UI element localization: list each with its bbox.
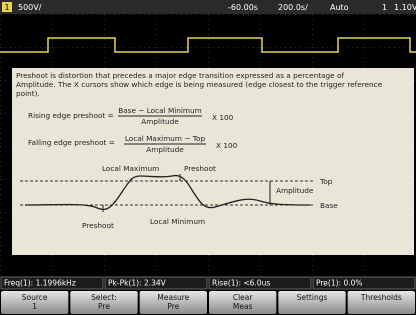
diagram-label: Local Maximum (102, 164, 159, 173)
diagram-label: Amplitude (276, 186, 314, 195)
factor: X 100 (212, 113, 234, 122)
trigger-mode: Auto (330, 3, 349, 12)
softkey-value[interactable]: Pre (167, 302, 179, 311)
screen: 1 500V/ -60.00s 200.0s/ Auto 1 1.10V Pre… (0, 0, 416, 315)
diagram-label: Local Minimum (150, 217, 205, 226)
trigger-level: 1.10V (394, 3, 416, 12)
help-line: point). (16, 89, 40, 98)
scale: 500V/ (18, 3, 42, 12)
softkey[interactable]: Select:Pre (70, 291, 137, 314)
page: {"status_bar": {"channel": "1", "scale":… (0, 0, 416, 315)
softkey-label[interactable]: Measure (157, 293, 189, 302)
softkey[interactable]: Thresholds (348, 291, 415, 314)
softkey[interactable]: Settings (278, 291, 345, 314)
help-line: Preshoot is distortion that precedes a m… (16, 71, 344, 80)
denominator: Amplitude (141, 117, 179, 126)
channel: 1 (4, 3, 9, 12)
body: 1 500V/ -60.00s 200.0s/ Auto 1 1.10V Pre… (0, 0, 416, 315)
softkey-bar: Source1Select:PreMeasurePreClearMeasSett… (1, 291, 415, 314)
formula-name: Rising edge preshoot = (28, 111, 114, 120)
softkey-value[interactable]: 1 (32, 302, 37, 311)
timebase: 200.0s/ (278, 3, 308, 12)
softkey-label[interactable]: Select: (91, 293, 117, 302)
measurement: Pre(1): 0.0% (316, 279, 363, 288)
trigger-source: 1 (382, 3, 387, 12)
measurement: Freq(1): 1.1996kHz (4, 279, 76, 288)
formula-name: Falling edge preshoot = (28, 138, 115, 147)
softkey-label[interactable]: Clear (233, 293, 254, 302)
diagram-label: Preshoot (184, 164, 216, 173)
diagram-label: Top (319, 177, 333, 186)
measurement-bar: Freq(1): 1.1996kHz Pk-Pk(1): 2.34V Rise(1)… (1, 277, 415, 289)
help-panel (12, 68, 414, 255)
numerator: Local Maximum − Top (125, 134, 206, 143)
measurement: Rise(1): <6.0us (212, 279, 270, 288)
softkey-label[interactable]: Thresholds (360, 293, 402, 302)
softkey-label[interactable]: Source (22, 293, 48, 302)
softkey-value[interactable]: Meas (233, 302, 253, 311)
factor: X 100 (216, 141, 238, 150)
diagram-label: Base (320, 201, 338, 210)
numerator: Base − Local Minimum (118, 106, 202, 115)
softkey-value[interactable]: Pre (98, 302, 110, 311)
diagram-label: Preshoot (82, 221, 114, 230)
delay: -60.00s (228, 3, 258, 12)
denominator: Amplitude (146, 145, 184, 154)
softkey-label[interactable]: Settings (297, 293, 328, 302)
status-bar (0, 0, 416, 14)
help-line: Amplitude. The X cursors show which edge… (16, 80, 383, 89)
measurement: Pk-Pk(1): 2.34V (108, 279, 167, 288)
